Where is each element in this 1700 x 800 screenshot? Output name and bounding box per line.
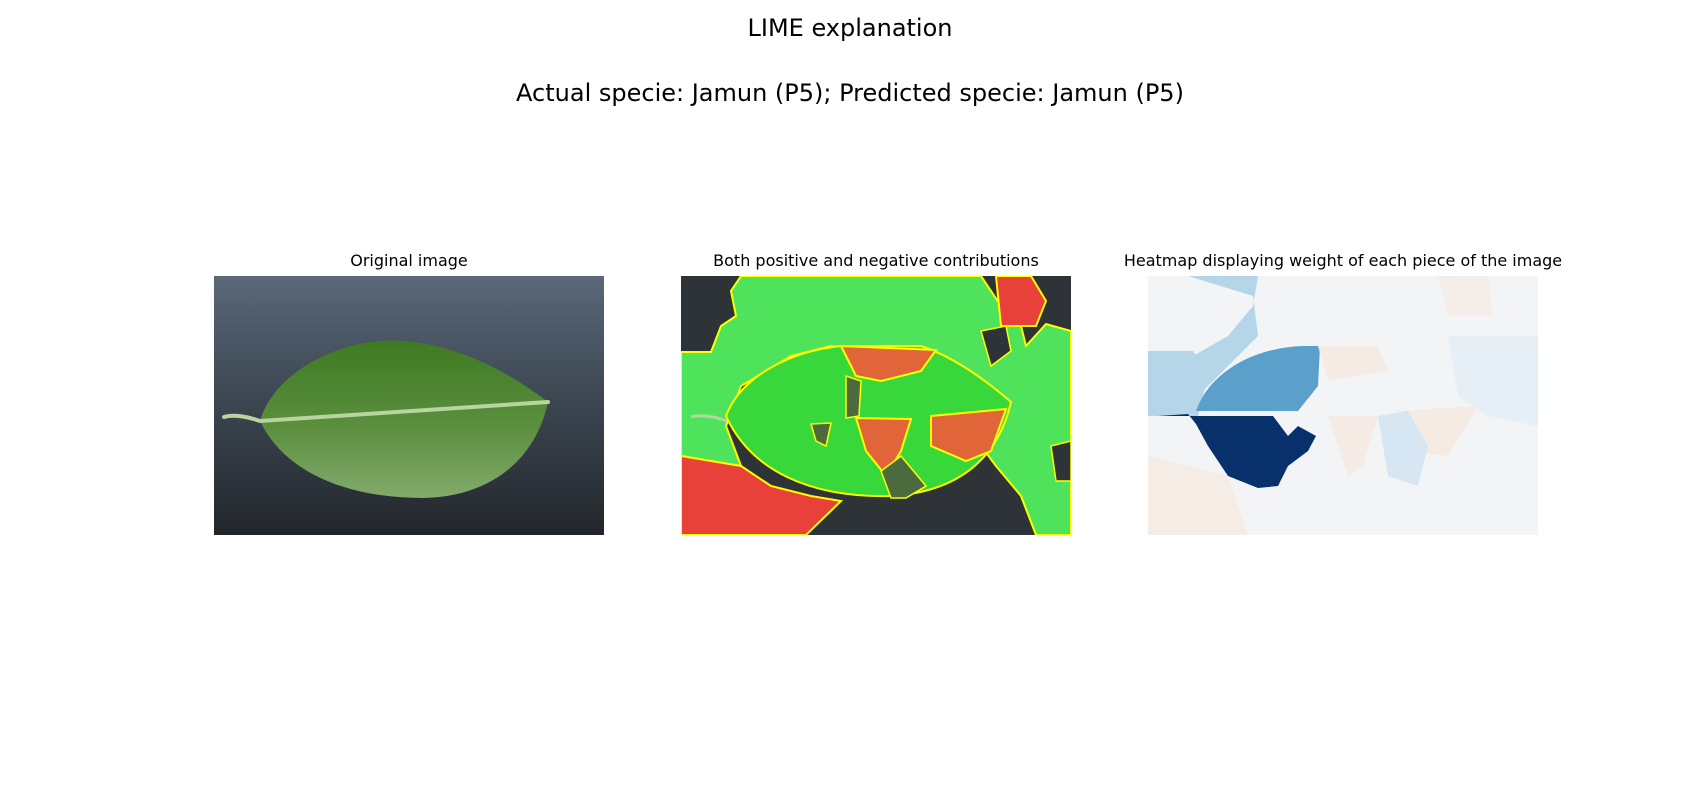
leaf-blade bbox=[260, 340, 548, 498]
panel-title-heatmap: Heatmap displaying weight of each piece … bbox=[1123, 251, 1563, 270]
heat-weak-positive-6 bbox=[1448, 336, 1538, 426]
neutral-piece-4 bbox=[980, 325, 1012, 368]
panel-title-contributions: Both positive and negative contributions bbox=[713, 251, 1039, 270]
heat-weak-positive-5 bbox=[1378, 411, 1428, 486]
leaf-stem bbox=[690, 414, 728, 423]
heat-weak-negative-4 bbox=[1148, 456, 1248, 535]
leaf-photo-image bbox=[214, 276, 604, 535]
neutral-piece-5 bbox=[1050, 440, 1071, 482]
panel-title-original: Original image bbox=[350, 251, 468, 270]
heat-weak-negative-2 bbox=[1328, 416, 1378, 476]
leaf-midrib bbox=[222, 400, 550, 424]
contributions-overlay-image bbox=[681, 276, 1071, 535]
negative-region-top-leaf bbox=[839, 344, 938, 383]
neutral-piece-3 bbox=[880, 454, 928, 499]
negative-region-right bbox=[930, 407, 1008, 463]
heat-weak-positive-left bbox=[1148, 351, 1208, 416]
contributions-panel bbox=[681, 276, 1071, 535]
heat-positive-segment bbox=[1196, 346, 1320, 411]
heat-weak-negative-1 bbox=[1318, 346, 1388, 381]
heat-weak-negative-5 bbox=[1438, 276, 1493, 316]
neutral-piece-2 bbox=[810, 422, 832, 448]
heat-strong-positive-segment bbox=[1158, 414, 1316, 488]
weight-heatmap-image bbox=[1148, 276, 1538, 535]
figure-title: LIME explanation bbox=[747, 14, 953, 42]
figure-subtitle: Actual specie: Jamun (P5); Predicted spe… bbox=[516, 79, 1184, 107]
neutral-piece-1 bbox=[845, 374, 862, 419]
original-image-panel bbox=[214, 276, 604, 535]
heatmap-panel bbox=[1148, 276, 1538, 535]
negative-region-top-right bbox=[994, 276, 1048, 327]
negative-region-bottom-left bbox=[681, 454, 844, 535]
